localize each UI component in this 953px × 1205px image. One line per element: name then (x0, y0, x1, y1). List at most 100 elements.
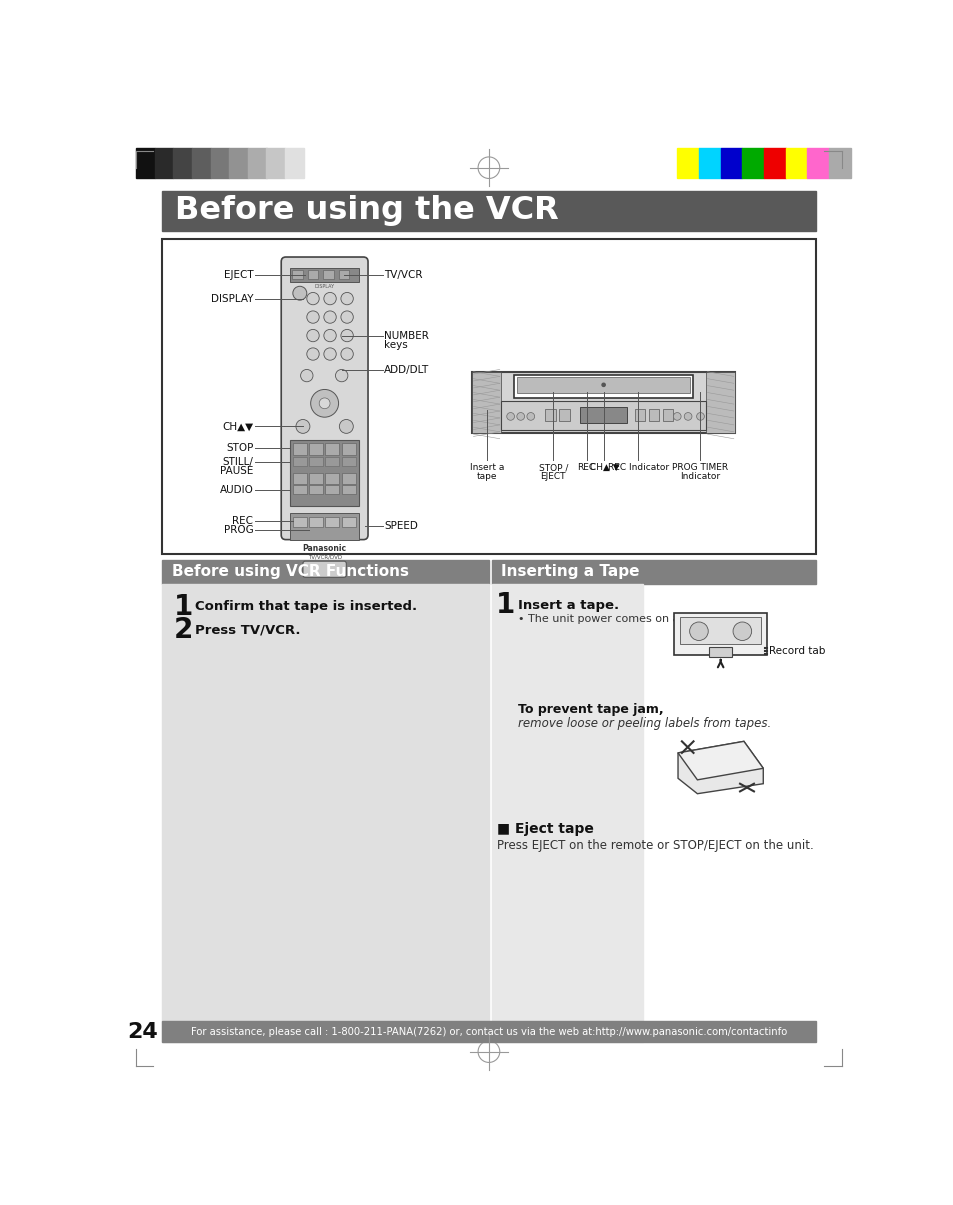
Bar (248, 148, 266, 177)
Circle shape (295, 419, 310, 434)
Circle shape (307, 293, 319, 305)
Text: PAUSE: PAUSE (220, 466, 253, 476)
Text: PROG: PROG (223, 525, 253, 535)
Circle shape (323, 348, 335, 360)
Bar (285, 148, 303, 177)
Bar (293, 517, 307, 527)
Text: For assistance, please call : 1-800-211-PANA(7262) or, contact us via the web at: For assistance, please call : 1-800-211-… (191, 1027, 786, 1036)
Bar (763, 148, 785, 177)
Bar (514, 375, 692, 398)
Bar (661, 408, 672, 421)
Text: CH▲▼: CH▲▼ (222, 422, 253, 431)
Bar (293, 472, 307, 484)
Text: tape: tape (476, 472, 497, 481)
Text: keys: keys (384, 340, 408, 349)
Circle shape (689, 622, 707, 641)
Bar (341, 443, 355, 455)
Bar (292, 270, 303, 280)
Bar (558, 408, 569, 421)
Bar (579, 407, 626, 423)
Circle shape (600, 382, 605, 387)
Circle shape (517, 412, 524, 421)
Text: • The unit power comes on automatically.: • The unit power comes on automatically. (517, 613, 750, 624)
Circle shape (307, 311, 319, 323)
Bar (323, 270, 334, 280)
Bar (290, 513, 359, 540)
Text: Indicator: Indicator (679, 472, 720, 481)
Bar (173, 148, 192, 177)
Circle shape (340, 348, 353, 360)
Bar (705, 372, 735, 434)
Text: Press TV/VCR.: Press TV/VCR. (195, 623, 300, 636)
Circle shape (340, 329, 353, 342)
Circle shape (526, 412, 534, 421)
Circle shape (307, 348, 319, 360)
Bar (325, 472, 339, 484)
Circle shape (340, 293, 353, 305)
Text: SPEED: SPEED (384, 521, 417, 530)
Bar (472, 372, 500, 434)
Text: Before using VCR Functions: Before using VCR Functions (172, 564, 409, 580)
Bar (720, 148, 741, 177)
Bar (674, 613, 766, 656)
Text: EJECT: EJECT (223, 270, 253, 280)
Text: Press EJECT on the remote or STOP/EJECT on the unit.: Press EJECT on the remote or STOP/EJECT … (497, 839, 813, 852)
Text: Before using the VCR: Before using the VCR (174, 195, 558, 227)
Bar (162, 239, 815, 554)
Bar (679, 617, 760, 645)
Bar (309, 517, 323, 527)
Text: NUMBER: NUMBER (384, 330, 429, 341)
Text: Insert a tape.: Insert a tape. (517, 599, 618, 612)
Bar (708, 647, 732, 657)
Bar (307, 270, 318, 280)
Bar (293, 457, 307, 466)
Bar (162, 560, 488, 583)
Bar (229, 148, 248, 177)
Text: DISPLAY: DISPLAY (314, 284, 335, 289)
Text: ■ Eject tape: ■ Eject tape (497, 822, 594, 836)
Polygon shape (678, 741, 762, 794)
Bar (492, 560, 815, 583)
Bar (266, 148, 285, 177)
Text: STILL/: STILL/ (222, 457, 253, 466)
Bar (341, 472, 355, 484)
Circle shape (323, 293, 335, 305)
Bar (154, 148, 173, 177)
Circle shape (323, 311, 335, 323)
Bar (309, 457, 323, 466)
Bar (309, 443, 323, 455)
FancyBboxPatch shape (281, 257, 368, 540)
Bar (341, 517, 355, 527)
Text: REC Indicator: REC Indicator (607, 464, 668, 472)
Text: ADD/DLT: ADD/DLT (384, 365, 429, 375)
Circle shape (696, 412, 703, 421)
Text: To prevent tape jam,: To prevent tape jam, (517, 703, 662, 716)
Bar (545, 408, 555, 421)
Circle shape (683, 412, 691, 421)
Bar (192, 148, 211, 177)
Text: STOP: STOP (226, 443, 253, 453)
Circle shape (732, 622, 751, 641)
Bar (677, 148, 699, 177)
Text: 1: 1 (496, 592, 515, 619)
Bar (806, 148, 828, 177)
Text: REC: REC (233, 516, 253, 527)
Circle shape (323, 329, 335, 342)
Text: 1: 1 (173, 593, 193, 621)
Bar (500, 401, 705, 430)
Text: remove loose or peeling labels from tapes.: remove loose or peeling labels from tape… (517, 717, 770, 730)
Bar (699, 148, 720, 177)
Bar (325, 517, 339, 527)
Bar (290, 268, 359, 282)
Bar (472, 372, 735, 434)
Circle shape (307, 329, 319, 342)
Polygon shape (678, 741, 762, 780)
Circle shape (506, 412, 514, 421)
Text: Confirm that tape is inserted.: Confirm that tape is inserted. (195, 600, 416, 613)
Bar (325, 484, 339, 494)
Text: Panasonic: Panasonic (302, 543, 346, 553)
Bar (341, 484, 355, 494)
Circle shape (311, 389, 338, 417)
Bar (211, 148, 229, 177)
Bar (492, 583, 642, 1041)
